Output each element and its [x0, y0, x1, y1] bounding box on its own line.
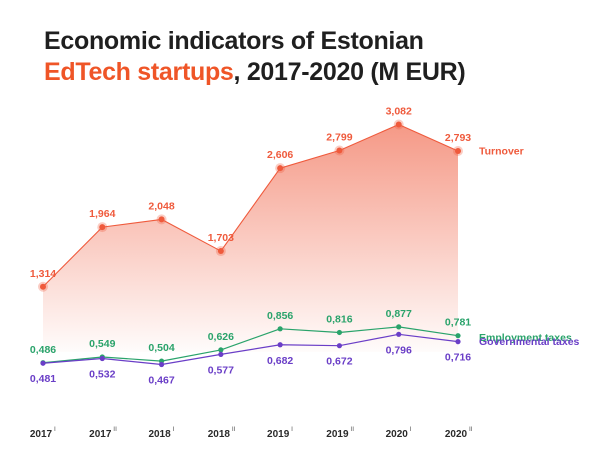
x-tick-half: II: [469, 426, 473, 433]
x-tick-half: II: [232, 426, 236, 433]
x-tick-label: 2020: [445, 429, 468, 440]
employment-data-label: 0,504: [148, 342, 174, 354]
x-tick-label: 2020: [386, 429, 409, 440]
turnover-point: [336, 147, 343, 154]
turnover-area-layer: [43, 124, 458, 352]
employment-point: [455, 333, 461, 339]
turnover-data-label: 1,964: [89, 208, 115, 220]
x-tick-half: I: [410, 426, 412, 433]
governmental-data-label: 0,716: [445, 352, 471, 364]
turnover-point: [455, 148, 461, 155]
chart-title: Economic indicators of Estonian EdTech st…: [44, 26, 466, 88]
employment-point: [218, 347, 224, 353]
employment-data-label: 0,856: [267, 310, 293, 322]
x-axis-ticks: 2017 I 2017 II 2018 I 2018 II 2019 I 2019 II 2020 I 20…: [30, 426, 473, 440]
x-tick-half: I: [54, 426, 56, 433]
x-tick-label: 2018: [148, 429, 171, 440]
employment-point: [277, 326, 283, 332]
turnover-data-label: 1,703: [208, 232, 234, 244]
legend-governmental: Governmental taxes: [479, 336, 580, 348]
employment-data-label: 0,877: [386, 308, 412, 320]
turnover-line: [42, 123, 459, 288]
employment-data-label: 0,626: [208, 331, 234, 343]
governmental-point: [218, 351, 224, 358]
turnover-point: [99, 224, 106, 231]
employment-data-label: 0,781: [445, 317, 471, 329]
data-points-layer: [38, 119, 463, 368]
turnover-point: [395, 121, 402, 128]
governmental-point: [277, 342, 283, 348]
governmental-data-label: 0,577: [208, 364, 234, 376]
governmental-data-label: 0,532: [89, 369, 115, 381]
legend-turnover: Turnover: [479, 146, 524, 158]
employment-data-label: 0,549: [89, 338, 115, 350]
turnover-data-label: 2,799: [326, 131, 352, 143]
governmental-data-label: 0,481: [30, 373, 56, 385]
governmental-point: [336, 343, 343, 349]
title-line-2-rest: , 2017-2020 (M EUR): [233, 58, 466, 86]
turnover-area: [43, 124, 458, 352]
employment-point: [396, 324, 402, 330]
turnover-data-label: 3,082: [386, 106, 412, 118]
turnover-data-label: 2,606: [267, 149, 293, 161]
governmental-point: [396, 331, 402, 337]
x-tick-half: II: [113, 426, 117, 433]
employment-point: [336, 329, 343, 336]
governmental-point: [455, 339, 461, 345]
turnover-point: [40, 283, 46, 290]
x-tick-label: 2018: [208, 429, 231, 440]
employment-line: [42, 326, 459, 364]
x-tick-half: I: [173, 426, 175, 433]
governmental-line: [42, 333, 459, 366]
employment-data-label: 0,816: [326, 313, 352, 325]
governmental-data-label: 0,796: [386, 344, 412, 356]
x-tick-half: I: [291, 426, 293, 433]
title-line-1: Economic indicators of Estonian: [44, 27, 424, 55]
x-tick-label: 2019: [267, 429, 290, 440]
governmental-data-label: 0,467: [148, 375, 174, 387]
series-lines-layer: [42, 123, 459, 366]
x-tick-label: 2017: [30, 429, 53, 440]
x-tick-label: 2019: [326, 429, 349, 440]
x-tick-label: 2017: [89, 429, 112, 440]
turnover-point: [217, 248, 224, 255]
x-tick-half: II: [350, 426, 354, 433]
turnover-point: [158, 216, 165, 223]
employment-data-label: 0,486: [30, 344, 56, 356]
turnover-data-label: 1,314: [30, 268, 56, 280]
governmental-point: [158, 361, 165, 368]
governmental-point: [99, 355, 105, 362]
governmental-data-label: 0,682: [267, 355, 293, 367]
turnover-data-label: 2,048: [148, 200, 174, 212]
turnover-data-label: 2,793: [445, 132, 471, 144]
governmental-data-label: 0,672: [326, 356, 352, 368]
data-labels-layer: 1,314 1,964 2,048 1,703 2,606 2,799 3,082 2,793…: [30, 106, 471, 387]
governmental-point: [40, 360, 46, 366]
title-accent: EdTech startups: [44, 58, 234, 86]
turnover-point: [277, 165, 284, 172]
legend-employment: Employment taxes: [479, 332, 572, 344]
